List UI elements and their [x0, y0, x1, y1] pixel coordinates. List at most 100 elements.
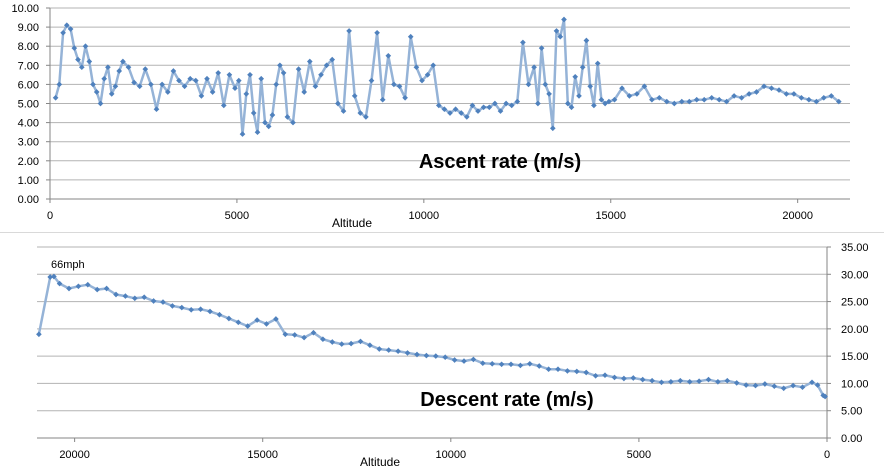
- descent-data-point: [75, 283, 82, 290]
- ascent-data-point: [424, 71, 431, 78]
- ascent-x-tick-label: 15000: [595, 210, 626, 222]
- descent-data-point: [470, 356, 477, 363]
- descent-data-point: [310, 329, 317, 336]
- ascent-data-point: [164, 89, 171, 95]
- descent-data-point: [479, 360, 486, 367]
- ascent-data-point: [693, 96, 700, 103]
- descent-data-point: [592, 372, 599, 379]
- descent-data-point: [630, 375, 637, 381]
- ascent-data-point: [520, 39, 526, 46]
- descent-data-point: [207, 308, 213, 315]
- ascent-data-point: [568, 104, 575, 111]
- descent-y-tick-label: 15.00: [841, 351, 869, 363]
- ascent-data-point: [290, 119, 296, 126]
- ascent-y-tick-label: 6.00: [18, 79, 39, 91]
- ascent-data-point: [269, 112, 276, 118]
- descent-data-point: [357, 338, 364, 345]
- ascent-data-point: [701, 96, 708, 103]
- ascent-data-point: [125, 64, 132, 71]
- descent-data-point: [498, 361, 505, 368]
- descent-data-point: [94, 286, 101, 293]
- descent-gridlines: [37, 246, 827, 412]
- ascent-data-point: [204, 75, 210, 82]
- descent-y-tick-label: 25.00: [841, 297, 869, 309]
- ascent-data-point: [798, 94, 805, 101]
- ascent-data-point: [594, 60, 601, 67]
- descent-tick-labels: 0.00 5.00 10.00 15.00 20.00 25.00 30.00 35.00 20…: [59, 242, 868, 461]
- descent-x-tick-label: 10000: [436, 449, 467, 461]
- descent-data-point: [809, 379, 815, 386]
- descent-data-point: [254, 317, 260, 323]
- descent-data-point: [329, 339, 336, 345]
- descent-data-point: [762, 381, 768, 387]
- descent-data-point: [66, 285, 72, 292]
- descent-data-point: [822, 393, 828, 400]
- descent-data-point: [686, 378, 693, 385]
- ascent-y-tick-label: 2.00: [18, 156, 39, 168]
- ascent-x-tick-label: 10000: [409, 210, 440, 222]
- descent-data-point: [131, 295, 138, 302]
- descent-data-point: [489, 360, 496, 367]
- ascent-y-tick-label: 10.00: [11, 3, 39, 15]
- ascent-data-point: [783, 91, 790, 97]
- descent-data-point: [235, 319, 242, 326]
- descent-data-point: [611, 374, 618, 381]
- ascent-data-point: [579, 64, 586, 71]
- ascent-data-point: [606, 98, 612, 105]
- ascent-data-point: [153, 106, 160, 113]
- ascent-data-point: [634, 91, 640, 97]
- ascent-data-point: [441, 106, 448, 113]
- ascent-data-point: [335, 100, 341, 107]
- descent-data-point: [752, 382, 759, 389]
- ascent-y-tick-label: 9.00: [18, 22, 39, 34]
- ascent-data-point: [232, 85, 238, 92]
- ascent-data-point: [746, 91, 752, 97]
- ascent-data-point: [295, 66, 302, 72]
- descent-data-point: [169, 303, 176, 309]
- ascent-data-point: [542, 81, 549, 88]
- ascent-tick-labels: 0.00 1.00 2.00 3.00 4.00 5.00 6.00 7.00 8.00 9.00…: [11, 3, 812, 222]
- descent-data-point: [226, 315, 232, 322]
- descent-data-point: [668, 378, 674, 385]
- ascent-data-point: [258, 75, 265, 82]
- descent-data-point: [385, 347, 392, 353]
- ascent-data-point: [379, 96, 386, 103]
- ascent-data-point: [708, 94, 715, 101]
- descent-data-point: [141, 294, 148, 301]
- ascent-data-point: [656, 94, 663, 101]
- descent-y-tick-label: 0.00: [841, 433, 862, 445]
- ascent-data-point: [78, 64, 85, 71]
- ascent-data-point: [525, 81, 532, 88]
- ascent-data-point: [262, 119, 268, 126]
- descent-x-tick-label: 0: [824, 449, 830, 461]
- ascent-data-point: [535, 100, 541, 107]
- descent-y-tick-label: 20.00: [841, 324, 869, 336]
- ascent-data-point: [402, 94, 408, 101]
- ascent-x-axis-title: Altitude: [332, 216, 372, 230]
- descent-data-point: [526, 360, 533, 367]
- ascent-data-point: [93, 89, 100, 95]
- descent-data-point: [517, 362, 524, 369]
- descent-data-point: [216, 311, 223, 318]
- descent-data-point: [696, 378, 702, 385]
- ascent-data-point: [776, 87, 782, 93]
- descent-x-tick-label: 20000: [59, 449, 90, 461]
- ascent-data-point: [768, 85, 775, 92]
- ascent-y-tick-label: 8.00: [18, 41, 39, 53]
- descent-data-point: [705, 376, 712, 383]
- ascent-data-point: [363, 114, 369, 120]
- ascent-data-point: [538, 45, 545, 51]
- ascent-data-point: [447, 110, 453, 116]
- ascent-data-point: [112, 83, 119, 90]
- ascent-data-point: [641, 83, 648, 90]
- descent-x-tick-label: 5000: [627, 449, 651, 461]
- descent-data-point: [404, 350, 411, 356]
- descent-data-point: [771, 383, 778, 390]
- ascent-data-point: [280, 70, 287, 76]
- descent-data-point: [348, 340, 354, 347]
- ascent-y-tick-label: 3.00: [18, 137, 39, 149]
- ascent-data-point: [116, 68, 123, 74]
- ascent-data-point: [820, 94, 827, 101]
